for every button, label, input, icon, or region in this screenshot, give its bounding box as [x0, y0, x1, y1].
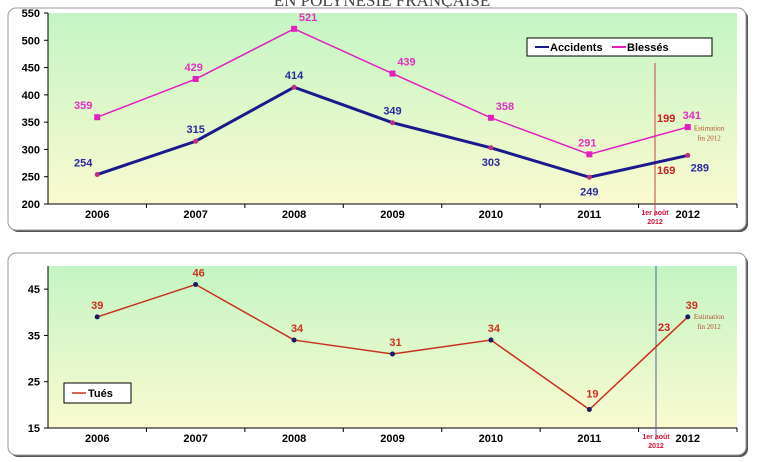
data-point — [390, 120, 395, 126]
x-tick-label: 2011 — [577, 209, 601, 221]
marker-label: 2012 — [647, 219, 663, 226]
marker-label: 1er août — [641, 210, 669, 217]
data-point — [390, 351, 395, 357]
data-label: 34 — [291, 323, 304, 335]
data-point — [193, 282, 199, 288]
data-label: 429 — [184, 62, 202, 74]
data-point — [488, 337, 494, 343]
y-tick-label: 350 — [22, 117, 40, 129]
y-tick-label: 15 — [28, 423, 40, 435]
y-tick-label: 550 — [22, 8, 40, 20]
data-label: 291 — [578, 137, 596, 149]
data-label: 359 — [74, 100, 92, 112]
data-point — [685, 314, 691, 320]
chart-1: 200 250 300 350 400 450 500 550 2006 2007 2008 2009… — [7, 7, 748, 232]
data-point — [291, 337, 297, 343]
y-tick-label: 35 — [28, 330, 40, 342]
marker-label: 2012 — [648, 443, 664, 450]
data-point — [389, 70, 396, 77]
x-tick-label: 2010 — [479, 209, 503, 221]
data-point — [193, 138, 199, 144]
legend-label: Tués — [88, 388, 113, 400]
data-label: 341 — [683, 110, 701, 122]
estimation-note: fin 2012 — [697, 323, 721, 331]
legend: Tués — [63, 382, 132, 404]
legend-label: Blessés — [627, 42, 669, 54]
y-tick-label: 400 — [22, 90, 40, 102]
data-point — [488, 145, 494, 151]
data-label: 46 — [193, 268, 205, 280]
x-tick-label: 2008 — [282, 209, 306, 221]
data-label: 289 — [691, 162, 709, 174]
x-tick-label: 2012 — [676, 433, 700, 445]
y-tick-label: 25 — [28, 377, 40, 389]
data-point — [94, 314, 100, 320]
data-label: 19 — [586, 388, 598, 400]
x-tick-label: 2006 — [85, 209, 109, 221]
data-label: 39 — [91, 300, 103, 312]
x-tick-label: 2009 — [380, 209, 404, 221]
y-tick-label: 450 — [22, 63, 40, 75]
data-label: 315 — [186, 124, 204, 136]
x-tick-label: 2008 — [282, 433, 306, 445]
data-label: 349 — [383, 106, 401, 118]
y-tick-label: 200 — [22, 199, 40, 211]
legend: Accidents Blessés — [526, 37, 713, 57]
x-tick-label: 2011 — [577, 433, 601, 445]
data-point — [586, 151, 593, 158]
estimation-note: Estimation — [694, 313, 725, 321]
data-label: 249 — [580, 186, 598, 198]
x-tick-label: 2006 — [85, 433, 109, 445]
marker-value: 199 — [657, 113, 675, 125]
x-tick-label: 2012 — [676, 209, 700, 221]
data-label: 521 — [299, 12, 317, 24]
y-tick-label: 300 — [22, 144, 40, 156]
data-point — [684, 124, 691, 131]
data-label: 254 — [74, 158, 93, 170]
x-tick-label: 2009 — [380, 433, 404, 445]
y-tick-label: 500 — [22, 35, 40, 47]
marker-value: 169 — [657, 165, 675, 177]
estimation-note: fin 2012 — [697, 134, 721, 142]
x-tick-label: 2007 — [183, 433, 207, 445]
data-point — [192, 76, 199, 83]
data-label: 358 — [496, 101, 514, 113]
estimation-note: Estimation — [694, 124, 725, 132]
y-tick-label: 45 — [28, 284, 40, 296]
marker-label: 1er août — [642, 434, 670, 441]
data-point — [94, 172, 100, 178]
y-tick-label: 250 — [22, 172, 40, 184]
marker-value: 23 — [658, 322, 670, 334]
x-tick-label: 2007 — [183, 209, 207, 221]
chart-2: 15 25 35 45 2006 2007 2008 2009 2010 2011 2012 1er … — [7, 252, 748, 457]
data-label: 414 — [285, 70, 304, 82]
data-point — [94, 114, 101, 121]
data-point — [291, 25, 298, 32]
data-label: 39 — [686, 300, 698, 312]
data-label: 303 — [482, 157, 500, 169]
legend-label: Accidents — [550, 42, 603, 54]
data-label: 31 — [389, 337, 401, 349]
data-point — [685, 152, 691, 158]
page-title: EN POLYNESIE FRANÇAISE — [273, 0, 491, 10]
data-point — [291, 84, 297, 90]
data-point — [586, 174, 592, 180]
plot-area — [48, 266, 737, 428]
data-label: 439 — [397, 57, 415, 69]
data-point — [487, 114, 494, 121]
x-tick-label: 2010 — [479, 433, 503, 445]
data-point — [586, 406, 592, 412]
data-label: 34 — [488, 323, 501, 335]
